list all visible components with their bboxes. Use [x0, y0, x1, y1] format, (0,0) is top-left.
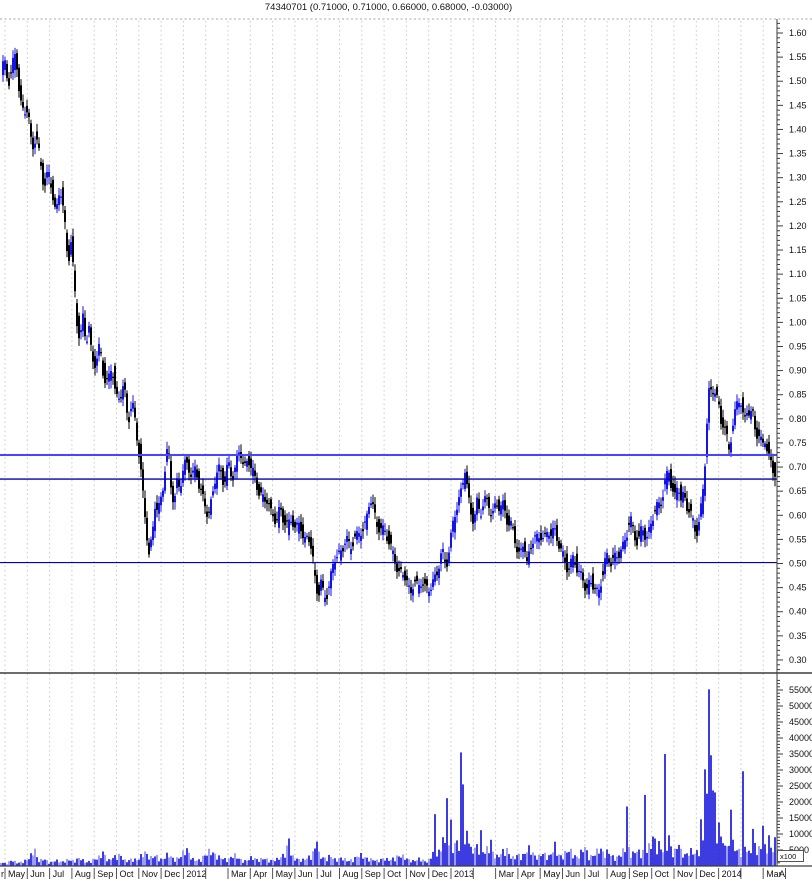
svg-text:Dec: Dec: [699, 869, 716, 879]
svg-text:0.95: 0.95: [789, 341, 807, 351]
svg-text:Jun: Jun: [566, 869, 581, 879]
svg-text:Sep: Sep: [632, 869, 648, 879]
svg-text:55000: 55000: [789, 685, 812, 695]
panel-borders: [0, 19, 812, 867]
svg-text:0.90: 0.90: [789, 366, 807, 376]
svg-text:Aug: Aug: [75, 869, 91, 879]
svg-text:Dec: Dec: [432, 869, 449, 879]
svg-text:Sep: Sep: [97, 869, 113, 879]
svg-text:1.10: 1.10: [789, 269, 807, 279]
svg-text:1.00: 1.00: [789, 317, 807, 327]
svg-text:0.65: 0.65: [789, 486, 807, 496]
svg-text:1.30: 1.30: [789, 173, 807, 183]
svg-text:45000: 45000: [789, 717, 812, 727]
svg-text:2014: 2014: [722, 869, 742, 879]
svg-text:1.35: 1.35: [789, 149, 807, 159]
svg-text:May: May: [8, 869, 26, 879]
candlesticks: [2, 47, 776, 607]
svg-text:20000: 20000: [789, 797, 812, 807]
svg-text:Oct: Oct: [120, 869, 135, 879]
svg-text:1.05: 1.05: [789, 293, 807, 303]
svg-text:Mar: Mar: [231, 869, 247, 879]
svg-text:Jul: Jul: [588, 869, 600, 879]
svg-text:0.70: 0.70: [789, 462, 807, 472]
price-axis: 1.60 1.55 1.50 1.45 1.40 1.35 1.30 1.25 1.20 1.15…: [777, 22, 807, 671]
svg-text:1.15: 1.15: [789, 245, 807, 255]
volume-unit-box: x100: [777, 850, 804, 862]
x-axis-labels: r May Jun Jul Aug Sep Oct Nov Dec 2012 Mar Apr May Ju…: [1, 868, 786, 879]
svg-text:30000: 30000: [789, 765, 812, 775]
svg-text:35000: 35000: [789, 749, 812, 759]
svg-text:0.75: 0.75: [789, 438, 807, 448]
svg-text:1.60: 1.60: [789, 28, 807, 38]
svg-text:0.50: 0.50: [789, 559, 807, 569]
svg-text:A: A: [779, 869, 785, 879]
svg-text:0.85: 0.85: [789, 390, 807, 400]
volume-bars: [0, 689, 776, 866]
svg-text:10000: 10000: [789, 829, 812, 839]
svg-text:Nov: Nov: [677, 869, 694, 879]
svg-text:1.55: 1.55: [789, 52, 807, 62]
svg-text:May: May: [543, 869, 561, 879]
svg-text:Jul: Jul: [320, 869, 332, 879]
svg-text:2013: 2013: [454, 869, 474, 879]
horizontal-price-lines: [0, 453, 777, 564]
svg-text:May: May: [276, 869, 294, 879]
svg-text:0.35: 0.35: [789, 631, 807, 641]
svg-text:1.25: 1.25: [789, 197, 807, 207]
svg-text:Aug: Aug: [343, 869, 359, 879]
svg-text:0.45: 0.45: [789, 583, 807, 593]
svg-text:0.80: 0.80: [789, 414, 807, 424]
svg-text:1.50: 1.50: [789, 76, 807, 86]
svg-text:Jul: Jul: [53, 869, 65, 879]
svg-text:Oct: Oct: [655, 869, 670, 879]
svg-text:15000: 15000: [789, 813, 812, 823]
svg-text:2012: 2012: [186, 869, 206, 879]
svg-text:25000: 25000: [789, 781, 812, 791]
month-gridlines: [4, 21, 764, 865]
svg-text:r: r: [1, 869, 4, 879]
svg-text:Nov: Nov: [409, 869, 426, 879]
svg-text:0.30: 0.30: [789, 655, 807, 665]
svg-text:0.40: 0.40: [789, 607, 807, 617]
svg-text:0.60: 0.60: [789, 510, 807, 520]
svg-text:Jun: Jun: [298, 869, 313, 879]
svg-text:Mar: Mar: [766, 869, 782, 879]
svg-text:1.45: 1.45: [789, 100, 807, 110]
svg-text:Dec: Dec: [164, 869, 181, 879]
svg-text:Aug: Aug: [610, 869, 626, 879]
svg-text:Apr: Apr: [253, 869, 267, 879]
svg-text:1.20: 1.20: [789, 221, 807, 231]
svg-text:Oct: Oct: [387, 869, 402, 879]
svg-text:1.40: 1.40: [789, 124, 807, 134]
volume-axis: 55000 50000 45000 40000 35000 30000 25000 20000…: [777, 679, 812, 867]
svg-text:Mar: Mar: [499, 869, 515, 879]
chart-title: 74340701 (0.71000, 0.71000, 0.66000, 0.6…: [264, 2, 513, 13]
svg-text:40000: 40000: [789, 733, 812, 743]
svg-text:x100: x100: [780, 852, 796, 861]
svg-text:Sep: Sep: [365, 869, 381, 879]
svg-text:Jun: Jun: [30, 869, 45, 879]
svg-text:Apr: Apr: [521, 869, 535, 879]
svg-text:Nov: Nov: [142, 869, 159, 879]
svg-text:0.55: 0.55: [789, 534, 807, 544]
svg-text:50000: 50000: [789, 701, 812, 711]
